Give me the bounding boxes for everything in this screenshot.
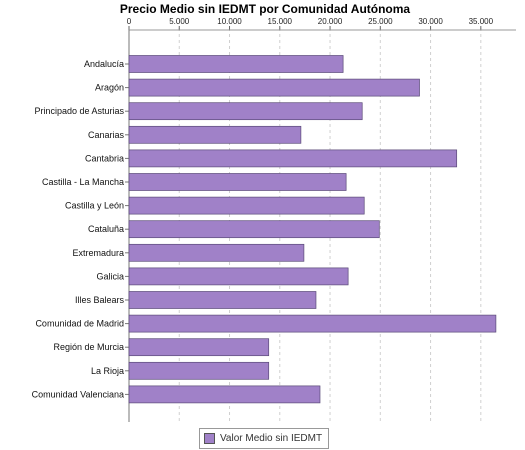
x-tick-label: 5.000 bbox=[169, 17, 190, 26]
category-label: Castilla - La Mancha bbox=[42, 177, 124, 187]
x-tick-label: 20.000 bbox=[318, 17, 343, 26]
bar bbox=[128, 196, 365, 215]
category-label: Cataluña bbox=[88, 224, 124, 234]
bars bbox=[128, 55, 497, 404]
category-label: Comunidad de Madrid bbox=[35, 319, 124, 329]
category-label: Región de Murcia bbox=[53, 342, 124, 352]
bar bbox=[128, 173, 347, 191]
category-label: Aragón bbox=[95, 83, 124, 93]
category-label: Extremadura bbox=[72, 248, 124, 258]
bar bbox=[128, 385, 321, 404]
legend-label: Valor Medio sin IEDMT bbox=[220, 433, 323, 444]
category-label: La Rioja bbox=[91, 366, 124, 376]
category-label: Comunidad Valenciana bbox=[32, 389, 124, 399]
bar bbox=[128, 220, 380, 239]
x-tick-label: 25.000 bbox=[368, 17, 393, 26]
category-label: Andalucía bbox=[84, 59, 124, 69]
axes: 0 5.000 10.000 15.000 20.000 25.000 30.000 35.0… bbox=[125, 17, 516, 422]
x-tick-label: 30.000 bbox=[418, 17, 443, 26]
category-label: Galicia bbox=[96, 271, 124, 281]
bar bbox=[128, 55, 344, 73]
x-tick-label: 0 bbox=[127, 17, 132, 26]
legend: Valor Medio sin IEDMT bbox=[199, 428, 330, 449]
legend-swatch bbox=[204, 433, 215, 444]
category-label: Canarias bbox=[88, 130, 125, 140]
category-labels: Andalucía Aragón Principado de Asturias Can… bbox=[32, 59, 125, 399]
x-tick-label: 35.000 bbox=[469, 17, 494, 26]
bar bbox=[128, 102, 363, 121]
category-label: Illes Balears bbox=[75, 295, 125, 305]
bar bbox=[128, 361, 270, 380]
bar bbox=[128, 243, 305, 262]
bar bbox=[128, 338, 270, 357]
bar bbox=[128, 149, 458, 168]
bar bbox=[128, 125, 302, 144]
bar bbox=[128, 78, 420, 97]
category-label: Cantabria bbox=[85, 153, 124, 163]
x-tick-label: 10.000 bbox=[217, 17, 242, 26]
chart-title: Precio Medio sin IEDMT por Comunidad Aut… bbox=[120, 2, 411, 16]
category-label: Castilla y León bbox=[65, 201, 124, 211]
bar bbox=[128, 291, 317, 309]
bar bbox=[128, 314, 497, 333]
x-tick-label: 15.000 bbox=[268, 17, 293, 26]
bar bbox=[128, 267, 349, 286]
category-label: Principado de Asturias bbox=[34, 106, 124, 116]
